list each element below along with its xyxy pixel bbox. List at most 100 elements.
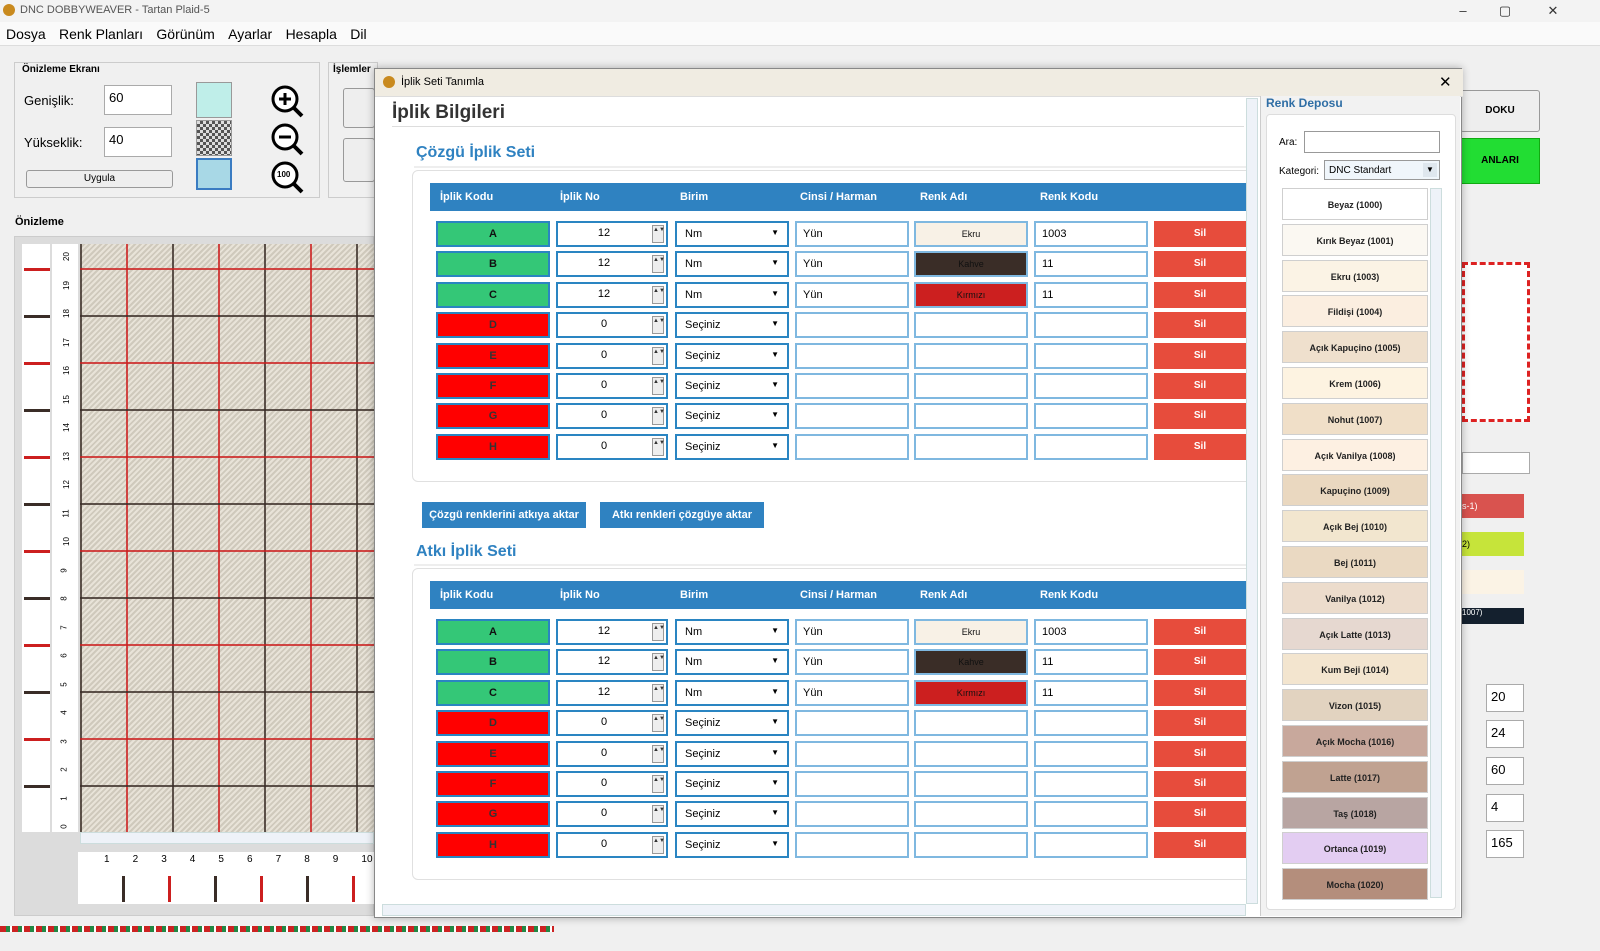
color-code-input[interactable] (1034, 831, 1148, 858)
color-store-item[interactable]: Ekru (1003) (1282, 259, 1428, 292)
delete-button[interactable]: Sil (1154, 710, 1246, 737)
delete-button[interactable]: Sil (1154, 373, 1246, 399)
right-list-item-1[interactable]: s-1) (1462, 494, 1524, 518)
color-code-input[interactable]: 11 (1034, 251, 1148, 278)
menu-ayarlar[interactable]: Ayarlar (228, 26, 273, 42)
unit-select[interactable]: Seçiniz ▼ (675, 373, 789, 399)
color-store-item[interactable]: Kum Beji (1014) (1282, 653, 1428, 686)
right-value-4[interactable]: 4 (1486, 794, 1524, 822)
color-name-swatch[interactable]: Ekru (914, 221, 1028, 247)
thread-code[interactable]: G (436, 403, 550, 430)
menu-gorunum[interactable]: Görünüm (156, 26, 215, 42)
color-store-item[interactable]: Nohut (1007) (1282, 402, 1428, 435)
color-store-item[interactable]: Vizon (1015) (1282, 689, 1428, 722)
thread-number-spinner[interactable]: 0 ▲▼ (556, 312, 668, 339)
thread-number-spinner[interactable]: 0 ▲▼ (556, 433, 668, 460)
unit-select[interactable]: Seçiniz ▼ (675, 403, 789, 430)
thread-type-input[interactable] (795, 740, 909, 767)
thread-type-input[interactable] (795, 312, 909, 339)
delete-button[interactable]: Sil (1154, 342, 1246, 369)
thread-type-input[interactable] (795, 710, 909, 737)
color-code-input[interactable]: 1003 (1034, 221, 1148, 247)
operation-button-2[interactable] (343, 138, 375, 182)
spinner-arrows-icon[interactable]: ▲▼ (652, 316, 665, 335)
doku-button[interactable]: DOKU (1460, 90, 1540, 132)
thread-type-input[interactable]: Yün (795, 649, 909, 676)
delete-button[interactable]: Sil (1154, 433, 1246, 460)
unit-select[interactable]: Seçiniz ▼ (675, 710, 789, 737)
delete-button[interactable]: Sil (1154, 281, 1246, 308)
thread-type-input[interactable] (795, 831, 909, 858)
color-name-swatch[interactable] (914, 373, 1028, 399)
color-name-swatch[interactable] (914, 801, 1028, 828)
thread-type-input[interactable] (795, 342, 909, 369)
width-input[interactable]: 60 (104, 85, 172, 115)
thread-number-spinner[interactable]: 12 ▲▼ (556, 221, 668, 247)
maximize-button[interactable]: ▢ (1498, 3, 1512, 18)
color-store-item[interactable]: Beyaz (1000) (1282, 188, 1428, 220)
color-store-item[interactable]: Kapuçino (1009) (1282, 474, 1428, 507)
thread-code[interactable]: D (436, 312, 550, 339)
fabric-preview[interactable] (80, 244, 374, 832)
color-code-input[interactable]: 11 (1034, 679, 1148, 706)
spinner-arrows-icon[interactable]: ▲▼ (652, 714, 665, 733)
color-store-item[interactable]: Krem (1006) (1282, 367, 1428, 399)
thread-code[interactable]: D (436, 710, 550, 737)
color-store-item[interactable]: Kırık Beyaz (1001) (1282, 223, 1428, 256)
zoom-100-icon[interactable]: 100 (270, 160, 304, 194)
thread-number-spinner[interactable]: 0 ▲▼ (556, 342, 668, 369)
color-code-input[interactable]: 11 (1034, 649, 1148, 676)
unit-select[interactable]: Nm ▼ (675, 619, 789, 645)
thread-number-spinner[interactable]: 0 ▲▼ (556, 373, 668, 399)
dialog-h-scrollbar[interactable] (382, 904, 1246, 916)
delete-button[interactable]: Sil (1154, 740, 1246, 767)
thread-type-input[interactable] (795, 433, 909, 460)
thread-number-spinner[interactable]: 0 ▲▼ (556, 710, 668, 737)
color-store-item[interactable]: Mocha (1020) (1282, 868, 1428, 901)
thread-number-spinner[interactable]: 12 ▲▼ (556, 251, 668, 278)
right-list-item-2[interactable]: 2) (1462, 532, 1524, 556)
thread-number-spinner[interactable]: 0 ▲▼ (556, 771, 668, 797)
right-value-3[interactable]: 60 (1486, 757, 1524, 785)
unit-select[interactable]: Seçiniz ▼ (675, 433, 789, 460)
color-name-swatch[interactable]: Kırmızı (914, 679, 1028, 706)
color-store-item[interactable]: Açık Kapuçino (1005) (1282, 331, 1428, 364)
color-store-item[interactable]: Açık Bej (1010) (1282, 510, 1428, 543)
thread-type-input[interactable]: Yün (795, 679, 909, 706)
color-name-swatch[interactable] (914, 710, 1028, 737)
color-store-item[interactable]: Fildişi (1004) (1282, 295, 1428, 328)
unit-select[interactable]: Nm ▼ (675, 281, 789, 308)
search-input[interactable] (1304, 131, 1440, 153)
thread-code[interactable]: B (436, 251, 550, 278)
menu-dosya[interactable]: Dosya (6, 26, 46, 42)
apply-button[interactable]: Uygula (26, 170, 173, 188)
color-code-input[interactable] (1034, 433, 1148, 460)
close-window-button[interactable]: ✕ (1547, 3, 1559, 18)
color-store-item[interactable]: Bej (1011) (1282, 546, 1428, 578)
pattern-swatch-1[interactable] (196, 82, 232, 118)
delete-button[interactable]: Sil (1154, 679, 1246, 706)
thread-code[interactable]: C (436, 281, 550, 308)
color-name-swatch[interactable] (914, 740, 1028, 767)
thread-code[interactable]: C (436, 679, 550, 706)
height-input[interactable]: 40 (104, 127, 172, 157)
spinner-arrows-icon[interactable]: ▲▼ (652, 683, 665, 702)
color-store-item[interactable]: Taş (1018) (1282, 796, 1428, 829)
spinner-arrows-icon[interactable]: ▲▼ (652, 437, 665, 456)
unit-select[interactable]: Nm ▼ (675, 221, 789, 247)
thread-number-spinner[interactable]: 12 ▲▼ (556, 281, 668, 308)
color-store-item[interactable]: Açık Mocha (1016) (1282, 725, 1428, 757)
color-code-input[interactable]: 1003 (1034, 619, 1148, 645)
unit-select[interactable]: Seçiniz ▼ (675, 312, 789, 339)
thread-type-input[interactable]: Yün (795, 281, 909, 308)
thread-type-input[interactable] (795, 801, 909, 828)
minimize-button[interactable]: – (1459, 3, 1467, 18)
color-code-input[interactable] (1034, 710, 1148, 737)
thread-code[interactable]: E (436, 342, 550, 369)
thread-number-spinner[interactable]: 12 ▲▼ (556, 649, 668, 676)
color-store-item[interactable]: Ortanca (1019) (1282, 832, 1428, 865)
plans-button[interactable]: ANLARI (1460, 138, 1540, 184)
color-store-item[interactable]: Vanilya (1012) (1282, 581, 1428, 614)
right-value-1[interactable]: 20 (1486, 684, 1524, 712)
thread-number-spinner[interactable]: 0 ▲▼ (556, 801, 668, 828)
